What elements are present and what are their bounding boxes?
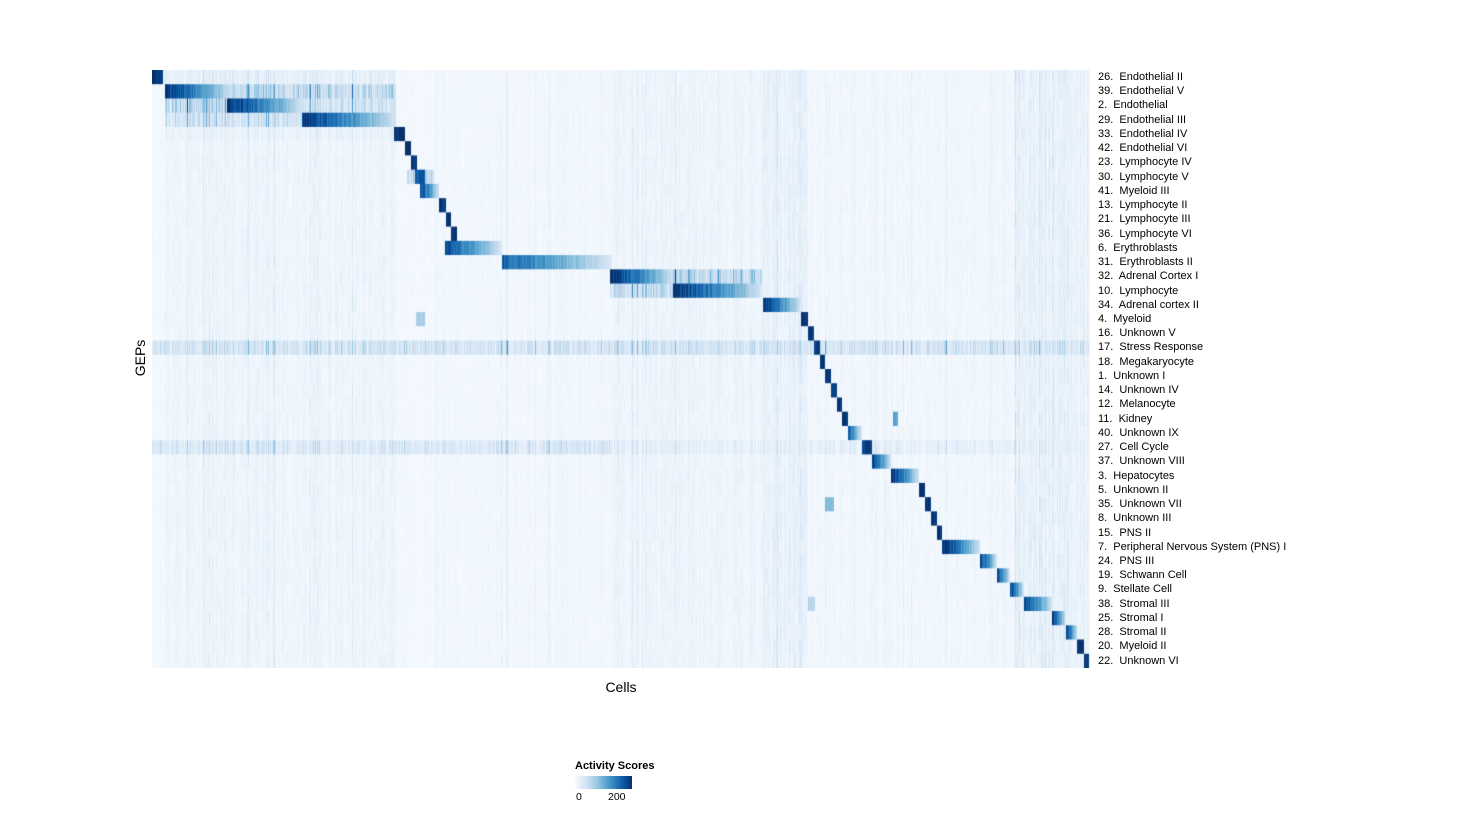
gep-row-label: 26. Endothelial II (1098, 71, 1184, 83)
gep-row-label: 20. Myeloid II (1098, 640, 1167, 653)
y-axis-label-geps: GEPs (132, 339, 148, 377)
activity-heatmap-canvas (152, 70, 1090, 668)
gep-row-label: 37. Unknown VIII (1098, 455, 1185, 468)
gep-row-label: 33. Endothelial IV (1098, 127, 1188, 140)
legend-tick-max: 200 (608, 791, 626, 803)
gep-row-label: 35. Unknown VII (1098, 498, 1182, 511)
gep-row-label: 31. Erythroblasts II (1098, 256, 1193, 269)
gep-row-label: 17. Stress Response (1098, 341, 1204, 354)
gep-row-labels: 26. Endothelial II 39. Endothelial V 2. En… (1098, 70, 1286, 668)
legend-tick-labels: 0 200 (575, 791, 715, 803)
gep-row-label: 8. Unknown III (1098, 512, 1172, 525)
gep-row-label: 22. Unknown VI (1098, 654, 1179, 667)
gep-row-label: 3. Hepatocytes (1098, 469, 1175, 482)
gep-row-label: 21. Lymphocyte III (1098, 213, 1191, 226)
gep-row-label: 30. Lymphocyte V (1098, 170, 1189, 183)
legend-tick-min: 0 (576, 791, 582, 803)
gep-row-label: 38. Stromal III (1098, 597, 1170, 610)
gep-row-label: 18. Megakaryocyte (1098, 355, 1194, 368)
gep-row-label: 7. Peripheral Nervous System (PNS) I (1098, 540, 1287, 553)
gep-row-label: 23. Lymphocyte IV (1098, 156, 1192, 169)
gep-row-label: 28. Stromal II (1098, 626, 1167, 639)
gep-row-label: 29. Endothelial III (1098, 113, 1187, 126)
gep-row-label: 32. Adrenal Cortex I (1098, 270, 1199, 283)
gep-row-label: 5. Unknown II (1098, 483, 1169, 496)
gep-row-label: 4. Myeloid (1098, 312, 1152, 325)
gep-row-label: 39. Endothelial V (1098, 85, 1185, 98)
gep-row-label: 10. Lymphocyte (1098, 284, 1179, 297)
gep-row-label: 11. Kidney (1098, 412, 1153, 425)
gep-row-label: 41. Myeloid III (1098, 184, 1170, 197)
gep-row-label: 34. Adrenal cortex II (1098, 298, 1199, 311)
gep-row-label: 6. Erythroblasts (1098, 241, 1178, 254)
gep-row-label: 24. PNS III (1098, 554, 1155, 567)
gep-row-label: 13. Lymphocyte II (1098, 199, 1188, 212)
gep-row-label: 19. Schwann Cell (1098, 569, 1187, 582)
gep-row-label: 12. Melanocyte (1098, 398, 1176, 411)
x-axis-label-cells: Cells (605, 679, 637, 695)
gep-row-label: 27. Cell Cycle (1098, 441, 1169, 454)
gep-row-label: 2. Endothelial (1098, 99, 1168, 112)
gep-row-label: 40. Unknown IX (1098, 426, 1179, 439)
gep-row-label: 9. Stellate Cell (1098, 583, 1172, 596)
legend-title: Activity Scores (575, 760, 655, 772)
gep-row-label: 15. PNS II (1098, 526, 1152, 539)
gep-row-label: 25. Stromal I (1098, 611, 1164, 624)
gep-row-label: 42. Endothelial VI (1098, 142, 1188, 155)
gep-row-label: 14. Unknown IV (1098, 384, 1179, 397)
gep-row-label: 36. Lymphocyte VI (1098, 227, 1192, 240)
legend-colorbar (575, 776, 632, 789)
gep-row-label: 16. Unknown V (1098, 327, 1176, 340)
activity-scores-legend: Activity Scores 0 200 (575, 760, 715, 803)
gep-row-label: 1. Unknown I (1098, 369, 1166, 382)
